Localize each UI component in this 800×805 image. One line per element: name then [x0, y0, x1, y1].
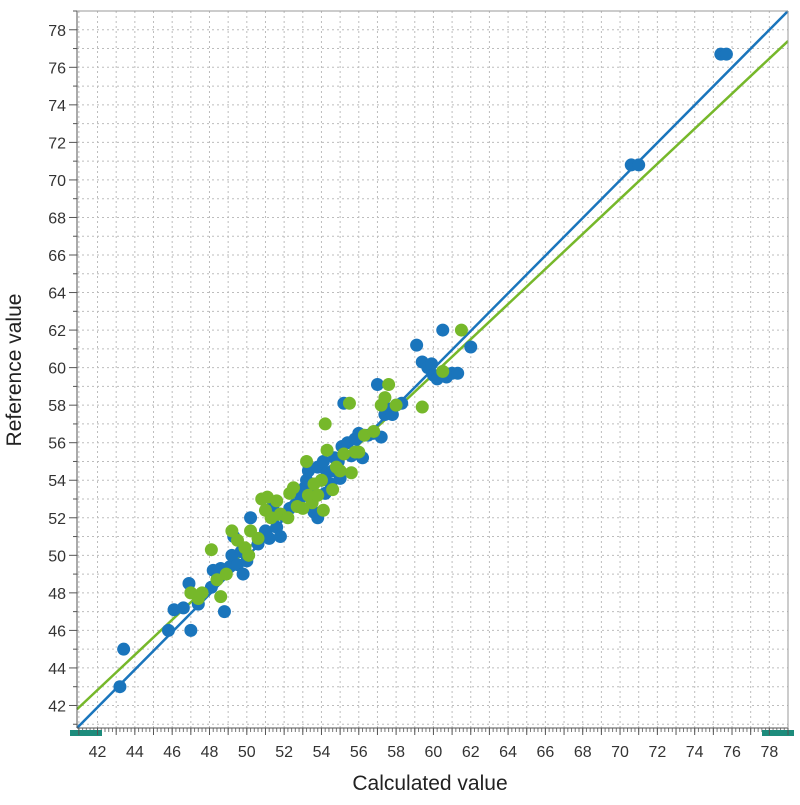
- x-tick-label: 64: [499, 744, 517, 761]
- data-point: [300, 454, 314, 468]
- data-point: [244, 511, 258, 525]
- x-tick-label: 78: [760, 744, 778, 761]
- y-tick-label: 56: [48, 436, 66, 453]
- data-point: [316, 454, 330, 468]
- data-point: [410, 338, 424, 352]
- data-point: [352, 445, 366, 459]
- data-point: [273, 530, 287, 544]
- data-point: [632, 158, 646, 172]
- x-tick-label: 50: [238, 744, 256, 761]
- data-point: [286, 481, 300, 495]
- x-axis-title: Calculated value: [352, 772, 507, 795]
- data-point: [210, 573, 224, 587]
- y-tick-label: 76: [48, 60, 66, 77]
- y-tick-label: 70: [48, 173, 66, 190]
- y-tick-label: 78: [48, 23, 66, 40]
- y-tick-label: 42: [48, 698, 66, 715]
- x-tick-label: 58: [387, 744, 405, 761]
- y-tick-label: 54: [48, 473, 66, 490]
- data-point: [464, 340, 478, 354]
- data-point: [337, 447, 351, 461]
- data-point: [296, 501, 310, 515]
- data-point: [195, 586, 209, 600]
- data-point: [316, 503, 330, 517]
- y-tick-label: 50: [48, 548, 66, 565]
- data-point: [320, 443, 334, 457]
- x-tick-label: 48: [201, 744, 219, 761]
- x-scroll-handle-left[interactable]: [70, 730, 102, 736]
- data-point: [326, 483, 340, 497]
- y-tick-label: 74: [48, 98, 66, 115]
- x-tick-label: 70: [611, 744, 629, 761]
- x-tick-label: 46: [163, 744, 181, 761]
- data-points: [113, 47, 733, 694]
- y-tick-label: 72: [48, 135, 66, 152]
- x-tick-label: 76: [723, 744, 741, 761]
- y-axis-title: Reference value: [3, 294, 26, 447]
- data-point: [367, 424, 381, 438]
- data-point: [451, 366, 465, 380]
- data-point: [719, 47, 733, 61]
- x-minor-ticks: [78, 728, 785, 732]
- x-tick-label: 44: [126, 744, 144, 761]
- data-point: [225, 524, 239, 538]
- y-tick-label: 66: [48, 248, 66, 265]
- x-tick-label: 72: [648, 744, 666, 761]
- y-tick-label: 44: [48, 661, 66, 678]
- data-point: [262, 531, 276, 545]
- x-scroll-handle-right[interactable]: [762, 730, 794, 736]
- axes: [69, 10, 794, 736]
- data-point: [204, 543, 218, 557]
- y-tick-label: 52: [48, 511, 66, 528]
- data-point: [176, 601, 190, 615]
- data-point: [333, 464, 347, 478]
- data-point: [415, 400, 429, 414]
- data-point: [219, 567, 233, 581]
- data-point: [217, 605, 231, 619]
- data-point: [214, 590, 228, 604]
- data-point: [314, 473, 328, 487]
- x-tick-label: 42: [89, 744, 107, 761]
- y-tick-label: 48: [48, 586, 66, 603]
- data-point: [342, 396, 356, 410]
- x-tick-label: 54: [313, 744, 331, 761]
- x-tick-label: 74: [686, 744, 704, 761]
- y-tick-label: 46: [48, 623, 66, 640]
- data-point: [454, 323, 468, 337]
- data-point: [425, 357, 439, 371]
- data-point: [236, 567, 250, 581]
- x-tick-label: 60: [425, 744, 443, 761]
- data-point: [113, 680, 127, 694]
- data-point: [436, 364, 450, 378]
- data-point: [117, 642, 131, 656]
- y-tick-label: 68: [48, 210, 66, 227]
- data-point: [270, 494, 284, 508]
- data-point: [378, 391, 392, 405]
- data-point: [251, 531, 265, 545]
- data-point: [318, 417, 332, 431]
- data-point: [184, 623, 198, 637]
- data-point: [242, 548, 256, 562]
- x-tick-label: 62: [462, 744, 480, 761]
- data-point: [161, 623, 175, 637]
- x-tick-label: 52: [275, 744, 293, 761]
- x-tick-label: 68: [574, 744, 592, 761]
- data-point: [436, 323, 450, 337]
- y-tick-label: 58: [48, 398, 66, 415]
- tick-labels: 42 44 46 48 50 52 54 56 58 60 62 64 66 68 70 72 74 76 78 42…: [48, 23, 778, 761]
- data-point: [370, 378, 384, 392]
- x-tick-label: 66: [537, 744, 555, 761]
- data-point: [311, 488, 325, 502]
- y-tick-label: 64: [48, 286, 66, 303]
- x-tick-label: 56: [350, 744, 368, 761]
- data-point: [281, 511, 295, 525]
- data-point: [389, 398, 403, 412]
- y-tick-label: 60: [48, 361, 66, 378]
- y-tick-label: 62: [48, 323, 66, 340]
- data-point: [344, 466, 358, 480]
- grid-lines: [77, 10, 789, 728]
- data-point: [382, 378, 396, 392]
